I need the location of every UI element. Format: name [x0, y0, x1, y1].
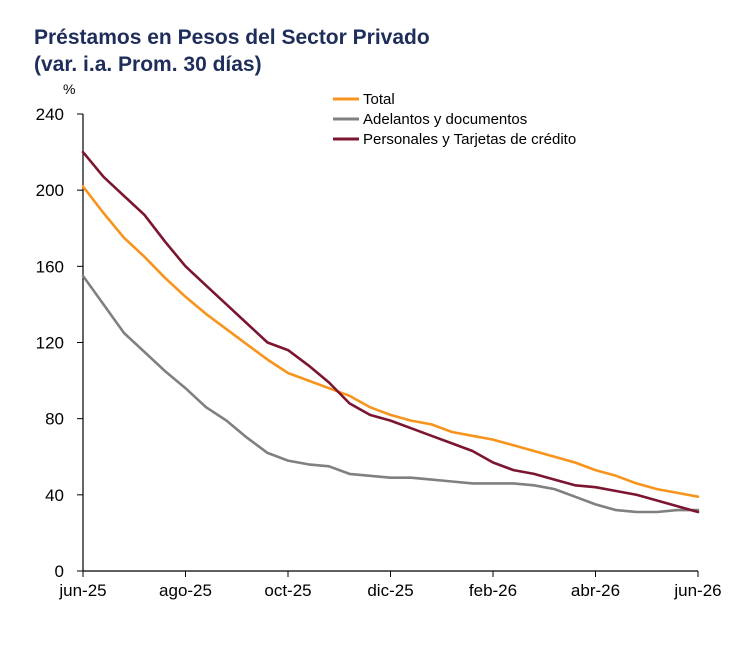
y-tick-label: 0 — [55, 562, 64, 581]
chart-subtitle: (var. i.a. Prom. 30 días) — [34, 53, 262, 76]
legend-label: Personales y Tarjetas de crédito — [363, 131, 576, 148]
y-tick-label: 200 — [36, 181, 64, 200]
x-tick-label: abr-26 — [571, 581, 620, 600]
y-axis-ticks: 0 40 80 120 160 200 240 — [36, 105, 83, 581]
chart-title: Préstamos en Pesos del Sector Privado (v… — [34, 24, 430, 78]
series-line-total — [81, 185, 700, 499]
y-tick-label: 80 — [45, 410, 64, 429]
x-tick-label: dic-25 — [367, 581, 413, 600]
legend-label: Adelantos y documentos — [363, 111, 527, 128]
series-line-adelantos-y-documentos — [81, 274, 700, 514]
y-tick-label: 160 — [36, 257, 64, 276]
y-tick-label: 120 — [36, 334, 64, 353]
x-tick-label: jun-26 — [673, 581, 721, 600]
chart-title-line: Préstamos en Pesos del Sector Privado — [34, 26, 430, 49]
x-tick-label: oct-25 — [264, 581, 311, 600]
y-axis-unit-label: % — [63, 81, 75, 97]
y-tick-label: 40 — [45, 486, 64, 505]
y-tick-label: 240 — [36, 105, 64, 124]
x-tick-label: ago-25 — [159, 581, 212, 600]
x-tick-label: jun-25 — [58, 581, 106, 600]
chart-legend: Total Adelantos y documentos Personales y … — [333, 91, 576, 148]
legend-label: Total — [363, 91, 395, 108]
chart-axes — [82, 114, 698, 572]
x-axis-ticks: jun-25 ago-25 oct-25 dic-25 feb-26 abr-26 jun-… — [58, 571, 722, 600]
chart-series — [81, 150, 700, 514]
x-tick-label: feb-26 — [469, 581, 517, 600]
series-line-personales-y-tarjetas-de-cr-dito — [81, 150, 700, 514]
